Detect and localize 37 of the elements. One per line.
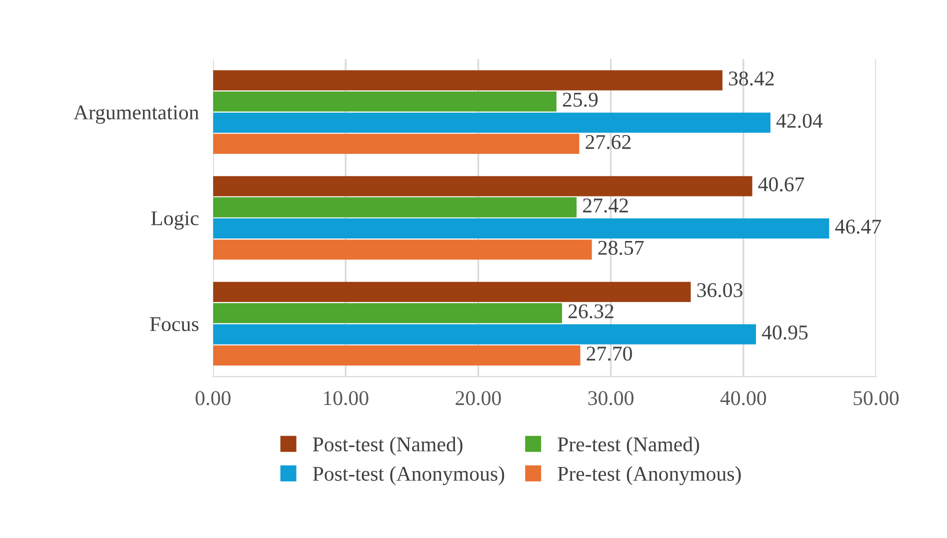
bar	[213, 303, 562, 324]
bar	[213, 345, 580, 366]
data-label: 40.67	[758, 177, 804, 192]
y-tick-label: Logic	[151, 211, 199, 230]
bar	[213, 91, 556, 112]
bar	[213, 197, 577, 218]
bar	[213, 70, 722, 90]
x-tick-label: 50.00	[854, 391, 899, 406]
data-label: 26.32	[568, 304, 614, 318]
x-tick-label: 40.00	[720, 391, 766, 406]
legend-label: Post-test (Named)	[312, 436, 462, 456]
data-label: 25.9	[562, 92, 598, 107]
data-label: 36.03	[697, 283, 742, 298]
data-label: 27.62	[586, 135, 631, 150]
legend-label: Pre-test (Anonymous)	[558, 466, 741, 486]
data-label: 40.95	[762, 325, 808, 340]
x-tick-label: 0.00	[196, 391, 231, 406]
bar	[213, 176, 752, 196]
legend-label: Post-test (Anonymous)	[312, 466, 504, 486]
bar	[213, 282, 691, 302]
data-label: 38.42	[729, 71, 774, 86]
bar	[213, 218, 830, 239]
y-tick-label: Argumentation	[74, 105, 199, 124]
data-label: 27.70	[586, 346, 632, 361]
bar	[213, 240, 592, 260]
legend-label: Pre-test (Named)	[558, 436, 700, 456]
bar	[213, 324, 756, 344]
x-tick-label: 20.00	[456, 391, 501, 406]
bar	[213, 134, 580, 154]
x-tick-label: 30.00	[588, 391, 634, 406]
data-label: 46.47	[835, 220, 882, 234]
data-label: 28.57	[598, 240, 644, 255]
data-label: 42.04	[776, 114, 823, 128]
y-tick-label: Focus	[150, 317, 198, 332]
data-label: 27.42	[583, 198, 628, 213]
bar	[213, 112, 770, 133]
x-tick-label: 10.00	[324, 391, 368, 406]
